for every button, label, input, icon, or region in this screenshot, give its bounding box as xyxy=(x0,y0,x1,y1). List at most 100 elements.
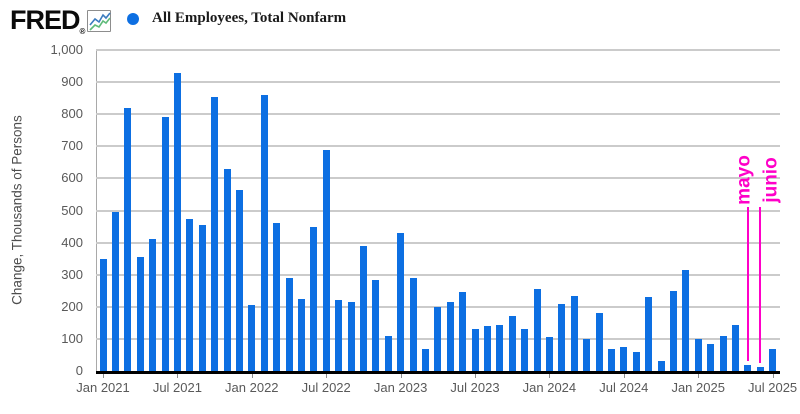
bar-oct-2022[interactable] xyxy=(359,245,367,371)
y-axis-title: Change, Thousands of Persons xyxy=(9,115,25,305)
x-tick xyxy=(698,374,700,378)
bar-jun-2025[interactable] xyxy=(756,366,764,371)
bar-sep-2023[interactable] xyxy=(496,324,504,371)
bar-dec-2021[interactable] xyxy=(235,189,243,371)
bar-aug-2021[interactable] xyxy=(186,218,194,371)
x-tick-label: Jul 2025 xyxy=(748,380,798,395)
bar-nov-2022[interactable] xyxy=(372,279,380,371)
y-tick-label: 900 xyxy=(61,74,83,90)
y-tick-label: 400 xyxy=(61,234,83,250)
x-axis-line xyxy=(96,371,780,374)
bar-apr-2024[interactable] xyxy=(583,338,591,371)
bar-feb-2021[interactable] xyxy=(111,212,119,371)
bar-aug-2023[interactable] xyxy=(483,326,491,371)
bar-jan-2023[interactable] xyxy=(397,233,405,371)
x-tick xyxy=(251,374,253,378)
y-tick-label: 800 xyxy=(61,106,83,122)
bar-mar-2023[interactable] xyxy=(421,348,429,371)
bar-jul-2022[interactable] xyxy=(322,149,330,371)
gridline xyxy=(96,145,780,148)
bar-apr-2023[interactable] xyxy=(434,306,442,371)
bar-mar-2025[interactable] xyxy=(719,335,727,371)
bar-sep-2022[interactable] xyxy=(347,302,355,371)
bar-oct-2021[interactable] xyxy=(211,96,219,371)
x-tick-label: Jan 2022 xyxy=(225,380,279,395)
bar-aug-2022[interactable] xyxy=(335,300,343,371)
bar-jun-2021[interactable] xyxy=(161,117,169,371)
bar-nov-2024[interactable] xyxy=(669,290,677,372)
x-tick xyxy=(475,374,476,378)
annotation-label-junio: junio xyxy=(760,157,782,203)
bar-dec-2022[interactable] xyxy=(384,335,392,371)
bar-feb-2025[interactable] xyxy=(707,343,715,371)
annotation-line-junio xyxy=(759,207,762,363)
gridline xyxy=(96,81,780,84)
bar-sep-2021[interactable] xyxy=(198,224,206,371)
bar-jan-2024[interactable] xyxy=(545,337,553,371)
bar-aug-2024[interactable] xyxy=(632,351,640,371)
y-tick-label: 500 xyxy=(61,202,83,218)
bar-dec-2023[interactable] xyxy=(533,289,541,371)
line-chart-icon xyxy=(87,10,111,32)
gridline xyxy=(96,209,780,212)
bar-jan-2025[interactable] xyxy=(694,338,702,371)
bar-feb-2024[interactable] xyxy=(558,303,566,371)
bar-jul-2024[interactable] xyxy=(620,346,628,371)
gridline xyxy=(96,49,780,51)
bar-apr-2022[interactable] xyxy=(285,277,293,371)
bar-may-2025[interactable] xyxy=(744,364,752,371)
legend-series-label: All Employees, Total Nonfarm xyxy=(152,10,347,26)
bar-jun-2022[interactable] xyxy=(310,226,318,371)
legend-marker-icon xyxy=(127,13,139,25)
gridline xyxy=(96,177,780,180)
bar-oct-2023[interactable] xyxy=(508,316,516,371)
bar-jul-2025[interactable] xyxy=(769,348,777,371)
bar-jan-2022[interactable] xyxy=(248,305,256,371)
x-tick-label: Jan 2021 xyxy=(76,380,130,395)
bar-apr-2025[interactable] xyxy=(731,324,739,371)
bar-jun-2023[interactable] xyxy=(459,292,467,371)
fred-logo[interactable]: FRED® xyxy=(10,5,85,36)
bar-jul-2021[interactable] xyxy=(173,72,181,371)
y-tick-label: 200 xyxy=(61,298,83,314)
annotation-line-mayo xyxy=(746,207,749,361)
x-tick-label: Jul 2021 xyxy=(152,380,202,395)
bar-apr-2021[interactable] xyxy=(136,257,144,371)
gridline xyxy=(96,113,780,116)
bar-mar-2024[interactable] xyxy=(570,295,578,371)
bar-nov-2023[interactable] xyxy=(521,329,529,371)
bar-sep-2024[interactable] xyxy=(645,297,653,371)
bar-feb-2023[interactable] xyxy=(409,277,417,371)
y-tick-label: 700 xyxy=(61,138,83,154)
bar-mar-2022[interactable] xyxy=(273,223,281,371)
bar-dec-2024[interactable] xyxy=(682,269,690,371)
y-tick-label: 600 xyxy=(61,170,83,186)
annotation-label-mayo: mayo xyxy=(733,155,755,205)
x-tick xyxy=(772,374,774,378)
x-tick xyxy=(103,374,104,378)
x-tick-label: Jan 2024 xyxy=(522,380,577,395)
y-tick-label: 1,000 xyxy=(50,42,83,57)
bar-jul-2023[interactable] xyxy=(471,329,479,371)
bar-nov-2021[interactable] xyxy=(223,168,231,371)
bar-mar-2021[interactable] xyxy=(124,107,132,371)
bar-may-2024[interactable] xyxy=(595,313,603,371)
y-tick-label: 0 xyxy=(75,363,83,378)
x-tick xyxy=(326,374,328,378)
bar-oct-2024[interactable] xyxy=(657,361,665,371)
gridline xyxy=(96,241,780,244)
bar-may-2022[interactable] xyxy=(297,298,305,371)
x-tick xyxy=(400,374,402,378)
y-tick-label: 300 xyxy=(61,266,83,282)
bar-jun-2024[interactable] xyxy=(607,348,615,371)
bar-may-2023[interactable] xyxy=(446,302,454,371)
bar-jan-2021[interactable] xyxy=(99,258,107,371)
x-tick-label: Jan 2025 xyxy=(671,380,725,395)
x-tick-label: Jul 2024 xyxy=(599,380,649,395)
x-tick-label: Jul 2022 xyxy=(301,380,351,395)
bar-feb-2022[interactable] xyxy=(260,94,268,371)
registered-trademark: ® xyxy=(79,27,86,36)
gridline xyxy=(96,273,780,276)
bar-may-2021[interactable] xyxy=(149,239,157,371)
